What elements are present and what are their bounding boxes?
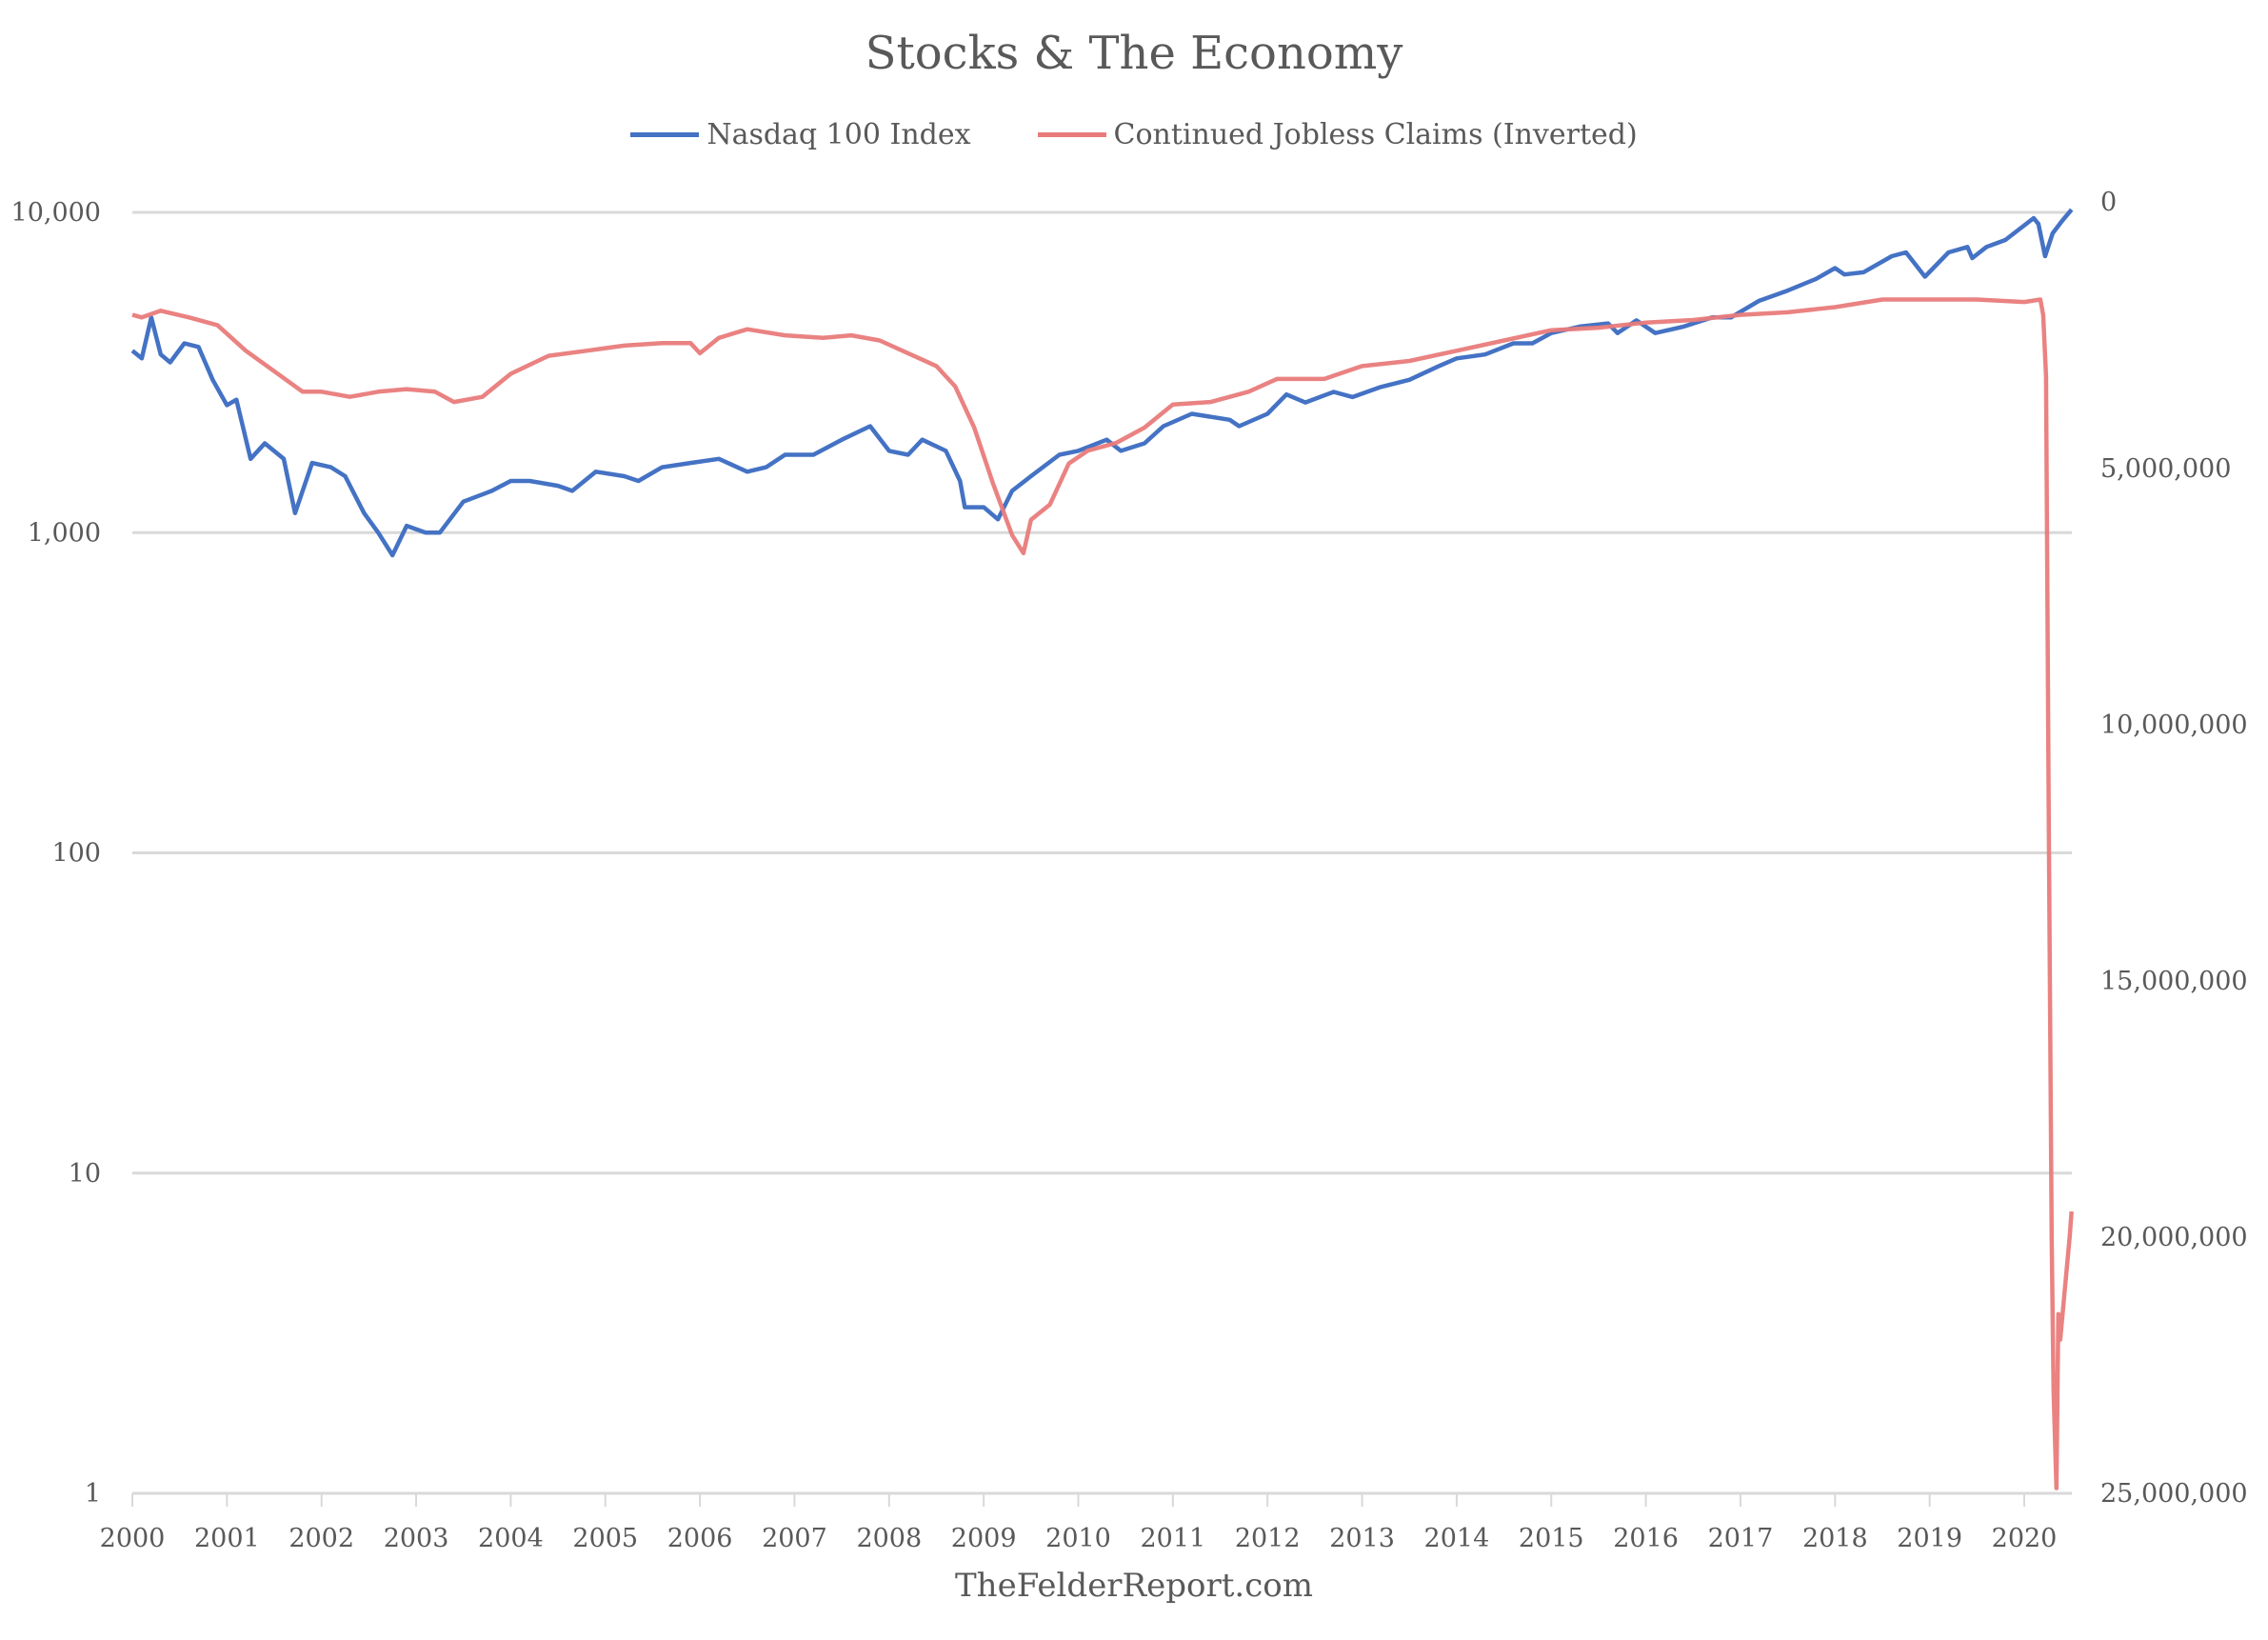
- y-right-tick-label: 0: [2100, 188, 2117, 217]
- x-tick-label: 2019: [1897, 1524, 1962, 1553]
- legend-swatch-jobless: [1037, 132, 1106, 137]
- x-tick-label: 2012: [1235, 1524, 1301, 1553]
- y-right-tick-label: 10,000,000: [2100, 710, 2248, 740]
- legend-item-jobless: Continued Jobless Claims (Inverted): [1037, 118, 1638, 151]
- x-tick-label: 2001: [194, 1524, 260, 1553]
- x-tick-label: 2009: [951, 1524, 1017, 1553]
- x-tick-label: 2000: [100, 1524, 166, 1553]
- x-tick-label: 2016: [1613, 1524, 1679, 1553]
- x-tick-label: 2007: [762, 1524, 827, 1553]
- nasdaq-line: [130, 208, 2074, 558]
- jobless-claims-line: [131, 297, 2074, 1490]
- y-right-tick-label: 5,000,000: [2100, 454, 2231, 484]
- x-tick-label: 2004: [478, 1524, 544, 1553]
- legend: Nasdaq 100 Index Continued Jobless Claim…: [0, 118, 2268, 151]
- x-tick-label: 2002: [288, 1524, 354, 1553]
- legend-swatch-nasdaq: [630, 132, 700, 137]
- x-tick-label: 2006: [667, 1524, 733, 1553]
- y-left-tick-label: 10,000: [11, 198, 101, 228]
- x-tick-label: 2003: [384, 1524, 449, 1553]
- y-right-tick-label: 25,000,000: [2100, 1479, 2248, 1509]
- y-left-tick-label: 1,000: [28, 518, 101, 548]
- legend-label-jobless: Continued Jobless Claims (Inverted): [1113, 118, 1638, 151]
- x-tick-label: 2008: [856, 1524, 922, 1553]
- legend-label-nasdaq: Nasdaq 100 Index: [706, 118, 971, 151]
- x-tick-label: 2014: [1424, 1524, 1490, 1553]
- chart-title: Stocks & The Economy: [865, 27, 1403, 80]
- x-tick-label: 2013: [1329, 1524, 1395, 1553]
- y-left-tick-label: 10: [69, 1159, 101, 1189]
- x-tick-label: 2017: [1708, 1524, 1774, 1553]
- legend-item-nasdaq: Nasdaq 100 Index: [630, 118, 971, 151]
- x-tick-label: 2018: [1802, 1524, 1868, 1553]
- chart-footer: TheFelderReport.com: [955, 1567, 1313, 1605]
- x-tick-label: 2010: [1045, 1524, 1111, 1553]
- x-tick-label: 2020: [1992, 1524, 2058, 1553]
- y-left-tick-label: 100: [51, 839, 101, 869]
- y-left-tick-label: 1: [85, 1479, 101, 1509]
- x-tick-label: 2011: [1140, 1524, 1205, 1553]
- y-right-tick-label: 15,000,000: [2100, 967, 2248, 996]
- x-tick-label: 2015: [1519, 1524, 1584, 1553]
- y-right-tick-label: 20,000,000: [2100, 1223, 2248, 1252]
- x-tick-label: 2005: [572, 1524, 638, 1553]
